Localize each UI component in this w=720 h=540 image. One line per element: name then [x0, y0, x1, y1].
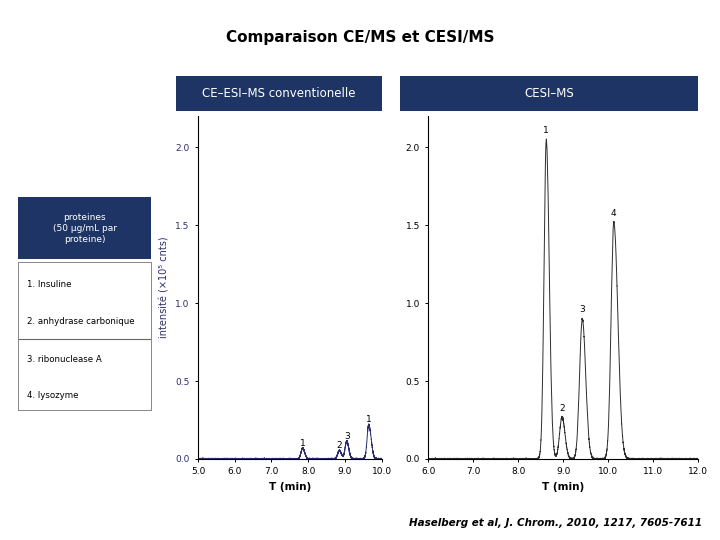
Text: 3: 3 — [344, 432, 350, 441]
Text: 2: 2 — [559, 404, 565, 413]
Y-axis label: intensité (×10⁵ cnts): intensité (×10⁵ cnts) — [160, 237, 170, 339]
Text: 3. ribonuclease A: 3. ribonuclease A — [27, 355, 102, 364]
Text: 3: 3 — [580, 306, 585, 314]
Text: 4. lysozyme: 4. lysozyme — [27, 391, 78, 400]
Text: 1: 1 — [300, 439, 305, 448]
Text: 2: 2 — [336, 441, 342, 450]
Text: CE–ESI–MS conventionelle: CE–ESI–MS conventionelle — [202, 86, 356, 100]
Text: proteines
(50 µg/mL par
proteine): proteines (50 µg/mL par proteine) — [53, 213, 117, 244]
Text: CESI–MS: CESI–MS — [524, 86, 574, 100]
X-axis label: T (min): T (min) — [542, 482, 585, 492]
Text: 1. Insuline: 1. Insuline — [27, 280, 72, 289]
X-axis label: T (min): T (min) — [269, 482, 311, 492]
Text: 1: 1 — [544, 126, 549, 135]
Text: 1: 1 — [366, 415, 372, 424]
Text: 4: 4 — [611, 209, 616, 218]
Text: Haselberg et al, J. Chrom., 2010, 1217, 7605-7611: Haselberg et al, J. Chrom., 2010, 1217, … — [409, 518, 702, 528]
Text: Comparaison CE/MS et CESI/MS: Comparaison CE/MS et CESI/MS — [226, 30, 494, 45]
Text: 2. anhydrase carbonique: 2. anhydrase carbonique — [27, 317, 135, 326]
